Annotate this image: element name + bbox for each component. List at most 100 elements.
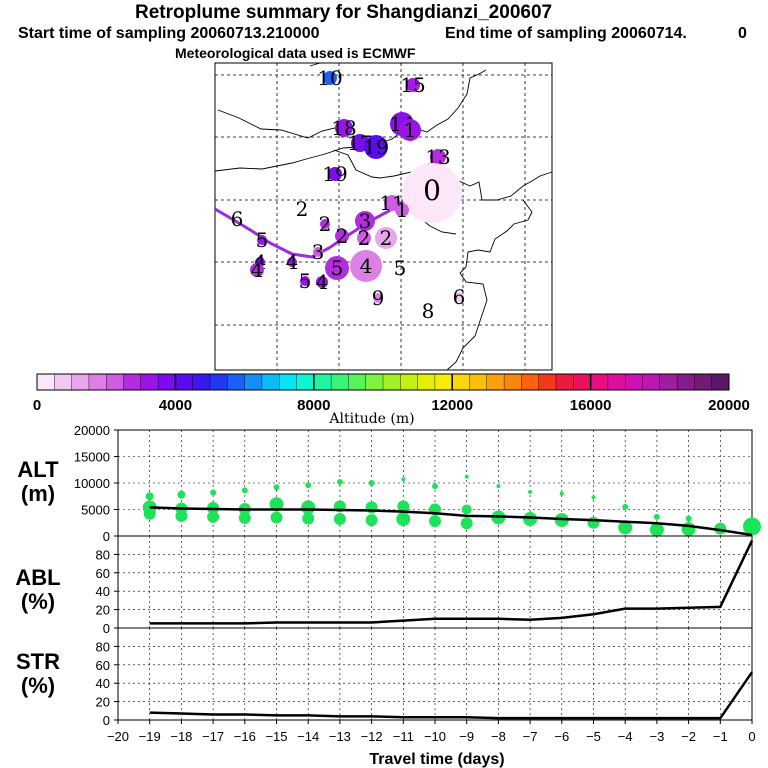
alt-point [177,490,186,499]
map-panel: 1015181411719131901112223226544354545498… [214,62,553,371]
colorbar-tick-label: 4000 [159,397,192,414]
alt-point [301,500,316,515]
plume-marker [250,263,264,277]
plume-marker [316,276,328,288]
alt-point [649,522,664,537]
alt-point [622,503,629,510]
alt-point [618,520,633,535]
plume-label: 6 [453,285,466,309]
y-tick-label: 80 [96,639,110,654]
alt-point [681,522,696,537]
alt-point [175,509,188,522]
alt-point [333,513,346,526]
x-tick-label: −4 [618,729,633,744]
colorbar-cell [261,373,280,391]
x-tick-label: −16 [234,729,256,744]
plume-label: 18 [331,116,356,140]
alt-point [653,513,660,520]
abl-yunit: (%) [21,589,55,614]
plume-label: 4 [286,250,299,274]
x-tick-label: −8 [491,729,506,744]
colorbar-tick-label: 20000 [708,397,750,414]
x-tick-label: −15 [265,729,287,744]
plume-marker [399,119,421,141]
map-frame [214,62,553,371]
colorbar-cell [296,373,315,391]
alt-point [401,477,406,482]
alt-point [336,478,343,485]
y-tick-label: 5000 [81,503,110,518]
str-yticks: 0 20 40 60 80 [96,639,118,728]
colorbar-ticks: 0 4000 8000 12000 16000 20000 [33,374,750,414]
meteo-note: Meteorological data used is ECMWF [175,45,416,61]
plume-label: 5 [256,228,269,252]
x-tick-label: 0 [748,729,755,744]
alt-yunit: (m) [21,481,55,506]
colorbar-cell [382,373,401,391]
colorbar-title: Altitude (m) [328,411,414,427]
y-tick-label: 15000 [74,450,110,465]
colorbar-cell [365,373,384,391]
x-tick-label: −14 [297,729,319,744]
plume-marker [313,247,323,257]
alt-point [528,490,533,495]
y-tick-label: 80 [96,547,110,562]
alt-point [464,474,469,479]
alt-median-line [149,506,753,537]
x-tick-label: −19 [139,729,161,744]
plume-marker [323,71,337,85]
y-tick-label: 40 [96,584,110,599]
plume-label: 1 [404,118,417,142]
colorbar-tick-label: 8000 [297,397,330,414]
plume-marker [325,256,349,280]
y-tick-label: 0 [103,529,110,544]
plume-markers: 1015181411719131901112223226544354545498… [231,66,466,323]
alt-point [269,497,284,512]
plume-marker [357,231,371,245]
plume-label: 5 [331,256,344,280]
alt-point [397,500,410,513]
plume-marker [328,167,342,181]
plume-label: 3 [312,240,325,264]
colorbar-cell [209,373,228,391]
colorbar-cell [175,373,194,391]
x-tick-label: −1 [713,729,728,744]
x-tick-label: −3 [649,729,664,744]
colorbar-tick-label: 16000 [570,397,612,414]
colorbar-cell [123,373,142,391]
alt-point [460,517,473,530]
colorbar-cell [417,373,436,391]
end-time-suffix: 0 [738,25,747,42]
colorbar-cell [486,373,505,391]
y-tick-label: 40 [96,676,110,691]
plume-label: 2 [336,224,349,248]
plume-label: 0 [423,174,441,207]
abl-line [149,540,754,625]
x-tick-label: −12 [361,729,383,744]
alt-point [273,484,280,491]
plume-marker [454,292,464,302]
colorbar-cell [192,373,211,391]
colorbar-cell [711,373,730,391]
plume-marker [300,276,310,286]
plume-marker [430,149,446,165]
colorbar-cell [659,373,678,391]
abl-panel: 0 20 40 60 80 ABL (%) [15,535,754,636]
plume-marker [350,250,382,282]
alt-point [238,511,251,524]
alt-point [302,512,315,525]
colorbar-cell [88,373,107,391]
colorbar-cell [676,373,695,391]
colorbar-cell [434,373,453,391]
x-tick-label: −11 [393,729,414,744]
alt-panel: 0 5000 10000 15000 20000 ALT (m) [17,423,761,544]
alt-point [496,484,501,489]
plume-marker [355,211,375,231]
alt-point [429,515,441,528]
colorbar-cell [642,373,661,391]
x-tick-label: −9 [459,729,474,744]
colorbar-cell [625,373,644,391]
y-tick-label: 0 [103,621,110,636]
y-tick-label: 20000 [74,423,110,438]
plume-label: 19 [322,162,347,186]
